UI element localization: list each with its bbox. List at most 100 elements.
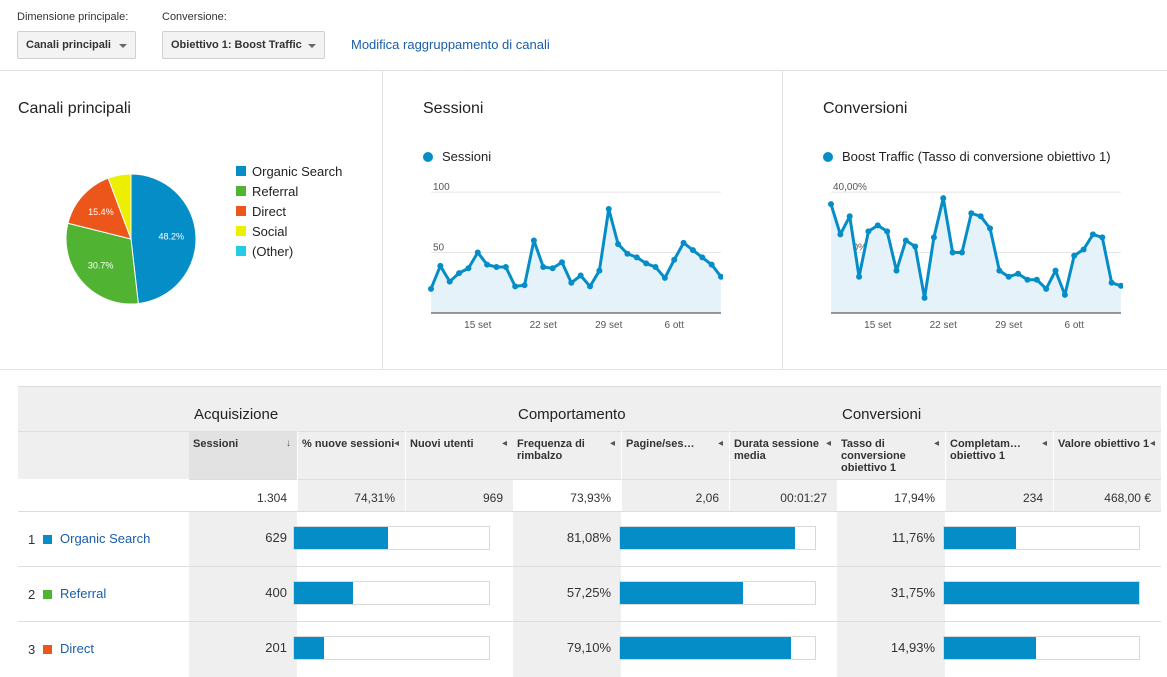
sessions-point[interactable]	[558, 259, 565, 266]
pie-slice-direct[interactable]	[67, 177, 132, 240]
conversions-point[interactable]	[912, 243, 919, 250]
conversions-point[interactable]	[1099, 234, 1106, 241]
conversions-point[interactable]	[921, 294, 928, 301]
conversions-point[interactable]	[949, 249, 956, 256]
sessions-point[interactable]	[718, 273, 723, 280]
sessions-point[interactable]	[540, 264, 547, 271]
conversions-point[interactable]	[1052, 267, 1059, 274]
pie-panel-title: Canali principali	[18, 100, 131, 117]
sessions-point[interactable]	[474, 249, 481, 256]
conversions-point[interactable]	[1033, 276, 1040, 283]
conversions-point[interactable]	[987, 225, 994, 232]
row-rank: 1	[28, 532, 36, 547]
sessions-point[interactable]	[530, 237, 537, 244]
sort-icon: ◂	[1041, 438, 1047, 449]
chevron-down-icon	[119, 44, 127, 48]
sessions-legend: Sessioni	[423, 149, 491, 164]
conversions-point[interactable]	[930, 234, 937, 241]
group-acquisizione: Acquisizione	[194, 406, 279, 423]
sessions-point[interactable]	[661, 274, 668, 281]
column-header-avg-duration[interactable]: Durata sessione media ◂	[730, 431, 837, 479]
conversions-point[interactable]	[856, 273, 863, 280]
sessions-point[interactable]	[521, 282, 528, 289]
sessions-point[interactable]	[456, 270, 463, 277]
column-header-pages-per-session[interactable]: Pagine/ses… ◂	[622, 431, 729, 479]
sessions-point[interactable]	[549, 265, 556, 272]
conversions-point[interactable]	[1061, 291, 1068, 298]
pie-slice-referral[interactable]	[65, 222, 139, 305]
conversions-point[interactable]	[828, 201, 834, 208]
conversion-dropdown[interactable]: Obiettivo 1: Boost Traffic	[162, 31, 325, 59]
column-header-new-users[interactable]: Nuovi utenti ◂	[406, 431, 513, 479]
sessions-point[interactable]	[428, 285, 434, 292]
conversions-point[interactable]	[837, 231, 844, 238]
sessions-point[interactable]	[699, 254, 706, 261]
sessions-point[interactable]	[643, 260, 650, 267]
column-header-bounce-rate[interactable]: Frequenza di rimbalzo ◂	[513, 431, 621, 479]
sessions-point[interactable]	[493, 264, 500, 271]
dimension-dropdown[interactable]: Canali principali	[17, 31, 136, 59]
column-header-conversion-rate[interactable]: Tasso di conversione obiettivo 1 ◂	[837, 431, 945, 479]
channel-link[interactable]: Organic Search	[60, 531, 151, 546]
pie-slice-organic-search[interactable]	[130, 173, 197, 305]
sessions-point[interactable]	[605, 206, 612, 213]
conversion-cell: 31,75%	[837, 567, 945, 622]
channel-link[interactable]: Referral	[60, 586, 107, 601]
sessions-cell: 400	[189, 567, 297, 622]
conversions-point[interactable]	[874, 222, 881, 229]
sessions-point[interactable]	[512, 283, 519, 290]
sessions-point[interactable]	[633, 254, 640, 261]
conversions-point[interactable]	[1080, 246, 1087, 253]
conversions-point[interactable]	[1015, 270, 1022, 277]
sessions-point[interactable]	[465, 265, 472, 272]
conversions-point[interactable]	[977, 213, 984, 220]
sessions-point[interactable]	[689, 247, 696, 254]
column-header-sessions[interactable]: Sessioni ↓	[189, 431, 297, 479]
sessions-point[interactable]	[437, 262, 444, 269]
conversions-point[interactable]	[865, 228, 872, 235]
sessions-point[interactable]	[446, 278, 453, 285]
conversions-point[interactable]	[1089, 231, 1096, 238]
conversions-point[interactable]	[1071, 252, 1078, 259]
sessions-point[interactable]	[624, 250, 631, 257]
sessions-point[interactable]	[596, 267, 603, 274]
sessions-point[interactable]	[708, 261, 715, 268]
conversions-point[interactable]	[958, 249, 965, 256]
sessions-point[interactable]	[615, 241, 622, 248]
sessions-point[interactable]	[680, 239, 687, 246]
channel-link[interactable]: Direct	[60, 641, 94, 656]
column-header-completions[interactable]: Completam… obiettivo 1 ◂	[946, 431, 1053, 479]
column-header-new-sessions[interactable]: % nuove sessioni ◂	[298, 431, 405, 479]
conversions-point[interactable]	[884, 228, 891, 235]
sessions-point[interactable]	[568, 279, 575, 286]
sessions-bar	[293, 526, 490, 550]
sessions-point[interactable]	[484, 261, 491, 268]
conversions-point[interactable]	[968, 210, 975, 217]
conversions-point[interactable]	[893, 267, 900, 274]
sessions-line-chart: 100 50 15 set 22 set 29 set 6 ott	[428, 182, 723, 331]
total-completions: 234	[946, 479, 1053, 511]
x-tick-label: 15 set	[464, 320, 491, 331]
conversions-point[interactable]	[1118, 282, 1123, 289]
sessions-point[interactable]	[652, 264, 659, 271]
conversions-point[interactable]	[902, 237, 909, 244]
conversions-point[interactable]	[996, 267, 1003, 274]
sessions-point[interactable]	[671, 256, 678, 263]
column-header-goal-value[interactable]: Valore obiettivo 1 ◂	[1054, 431, 1161, 479]
legend-label: Referral	[252, 183, 299, 199]
sessions-point[interactable]	[577, 272, 584, 279]
pie-slice-social[interactable]	[107, 173, 132, 240]
total-avg-duration: 00:01:27	[730, 479, 837, 511]
conversions-point[interactable]	[846, 213, 853, 220]
sessions-point[interactable]	[502, 264, 509, 271]
conversions-point[interactable]	[1024, 276, 1031, 283]
conversions-point[interactable]	[940, 195, 947, 202]
conversions-point[interactable]	[1005, 273, 1012, 280]
sessions-point[interactable]	[587, 283, 594, 290]
pie-legend: Organic Search Referral Direct Social (Other…	[236, 161, 342, 261]
edit-channel-grouping-link[interactable]: Modifica raggruppamento di canali	[351, 37, 550, 52]
conversions-point[interactable]	[1108, 279, 1115, 286]
total-pages-per-session: 2,06	[622, 479, 729, 511]
conversions-point[interactable]	[1043, 285, 1050, 292]
total-bounce-rate: 73,93%	[513, 479, 621, 511]
